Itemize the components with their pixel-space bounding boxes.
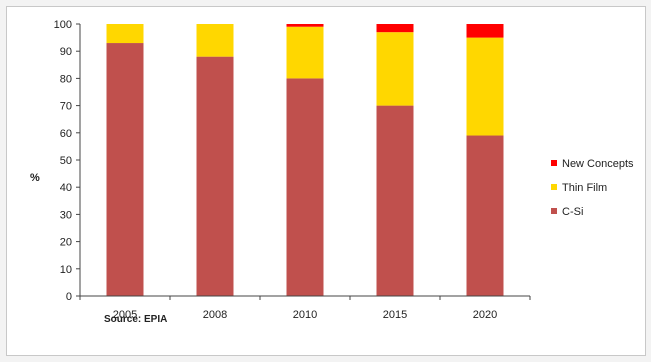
x-axis-ticks: 2005 2008 2010 2015 2020	[79, 296, 531, 321]
bar-segment-c-si	[286, 78, 324, 297]
legend-swatch	[551, 184, 557, 190]
y-tick-label: 70	[60, 101, 72, 113]
bars	[106, 24, 504, 297]
bar-segment-new-concepts	[286, 24, 324, 27]
y-tick-label: 90	[60, 46, 72, 58]
legend-swatch	[551, 208, 557, 214]
y-tick-label: 10	[60, 264, 72, 276]
legend-swatch	[551, 160, 557, 166]
legend: New Concepts Thin Film C-Si	[551, 158, 634, 218]
y-axis-ticks: 0 10 20 30 40 50 60 70 80 90 100	[54, 19, 80, 303]
y-tick-label: 60	[60, 128, 72, 140]
y-axis-label: %	[30, 172, 40, 184]
y-tick-label: 30	[60, 209, 72, 221]
bar-segment-c-si	[466, 135, 504, 296]
bar-segment-c-si	[196, 56, 234, 296]
axes	[79, 24, 530, 297]
bar-segment-thin-film	[286, 26, 324, 79]
source-note: Source: EPIA	[104, 314, 167, 325]
legend-label: New Concepts	[562, 158, 634, 170]
x-tick-label: 2005	[113, 309, 137, 321]
y-tick-label: 20	[60, 237, 72, 249]
legend-label: C-Si	[562, 206, 583, 218]
bar-segment-thin-film	[106, 24, 144, 44]
bar-segment-new-concepts	[376, 24, 414, 33]
x-tick-label: 2015	[383, 309, 407, 321]
y-tick-label: 0	[66, 291, 72, 303]
y-tick-label: 40	[60, 182, 72, 194]
bar-segment-thin-film	[376, 32, 414, 106]
legend-label: Thin Film	[562, 182, 607, 194]
x-tick-label: 2008	[203, 309, 227, 321]
bar-segment-c-si	[106, 43, 144, 296]
y-tick-label: 50	[60, 155, 72, 167]
bar-segment-c-si	[376, 105, 414, 296]
x-tick-label: 2010	[293, 309, 317, 321]
bar-segment-new-concepts	[466, 24, 504, 38]
y-tick-label: 100	[54, 19, 72, 31]
bar-segment-thin-film	[196, 24, 234, 57]
bar-segment-thin-film	[466, 37, 504, 136]
x-tick-label: 2020	[473, 309, 497, 321]
y-tick-label: 80	[60, 73, 72, 85]
